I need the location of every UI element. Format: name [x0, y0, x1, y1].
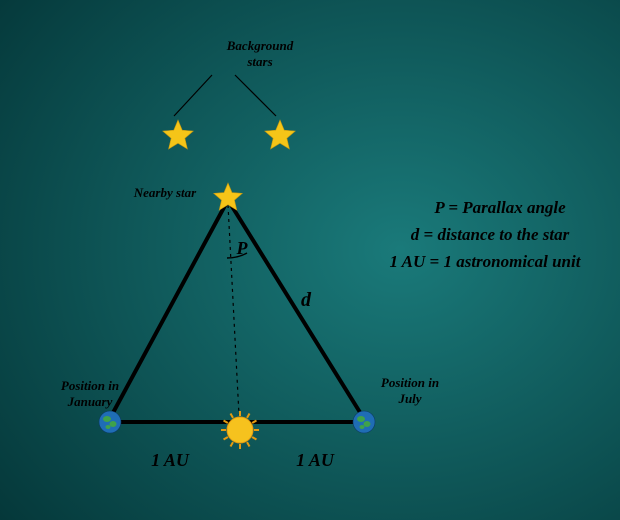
label-pos_jul: Position in July [365, 375, 455, 406]
label-nearby_star: Nearby star [120, 185, 210, 201]
label-au_left: 1 AU [140, 450, 200, 472]
label-legend_au: 1 AU = 1 astronomical unit [345, 252, 620, 272]
label-au_right: 1 AU [285, 450, 345, 472]
label-pos_jan: Position in January [45, 378, 135, 409]
label-P: P [232, 238, 252, 260]
label-legend_d: d = distance to the star [360, 225, 620, 245]
parallax-diagram: Background stars Nearby star Position in J… [0, 0, 620, 520]
label-d: d [296, 288, 316, 312]
earth-january [99, 411, 121, 433]
label-legend_p: P = Parallax angle [385, 198, 615, 218]
label-background_stars: Background stars [210, 38, 310, 69]
earth-july [353, 411, 375, 433]
